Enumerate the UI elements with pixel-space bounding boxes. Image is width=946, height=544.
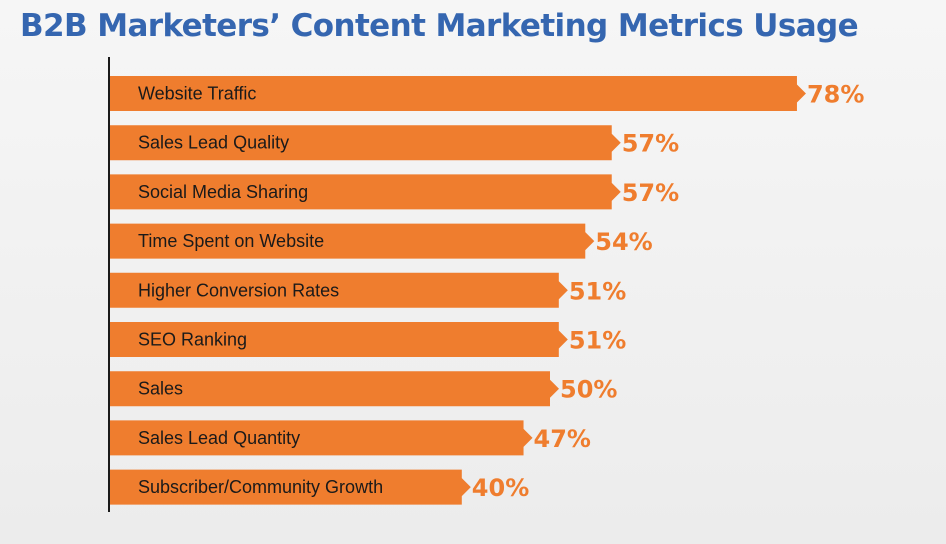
bar-category-label: Subscriber/Community Growth — [138, 477, 383, 497]
bar-category-label: Sales Lead Quality — [138, 133, 289, 153]
bar — [109, 322, 568, 357]
bar-category-label: SEO Ranking — [138, 330, 247, 350]
bar-category-label: Time Spent on Website — [138, 231, 324, 251]
bar-value-label: 47% — [534, 425, 591, 453]
chart-title: B2B Marketers’ Content Marketing Metrics… — [20, 8, 859, 44]
bar-category-label: Sales — [138, 379, 183, 399]
bar — [109, 76, 806, 111]
bar-value-label: 78% — [807, 81, 864, 109]
bar-value-label: 54% — [595, 228, 652, 256]
bar-value-label: 57% — [622, 130, 679, 158]
bar — [109, 174, 621, 210]
bar — [109, 371, 559, 407]
bar-value-label: 40% — [472, 474, 529, 502]
bar-value-label: 51% — [569, 327, 626, 355]
bar — [109, 125, 621, 161]
bar-value-label: 57% — [622, 179, 679, 207]
bar-category-label: Higher Conversion Rates — [138, 280, 339, 300]
bar — [109, 469, 471, 505]
bar-value-label: 50% — [560, 376, 617, 404]
bar-category-label: Sales Lead Quantity — [138, 428, 300, 448]
bar — [109, 272, 568, 308]
bar-value-label: 51% — [569, 277, 626, 305]
bars-layer: Website Traffic 78% Sales Lead Quality 57% S… — [109, 76, 864, 505]
bar — [109, 223, 595, 259]
bar-category-label: Website Traffic — [138, 84, 256, 104]
bar — [109, 420, 533, 456]
bar-category-label: Social Media Sharing — [138, 182, 308, 202]
